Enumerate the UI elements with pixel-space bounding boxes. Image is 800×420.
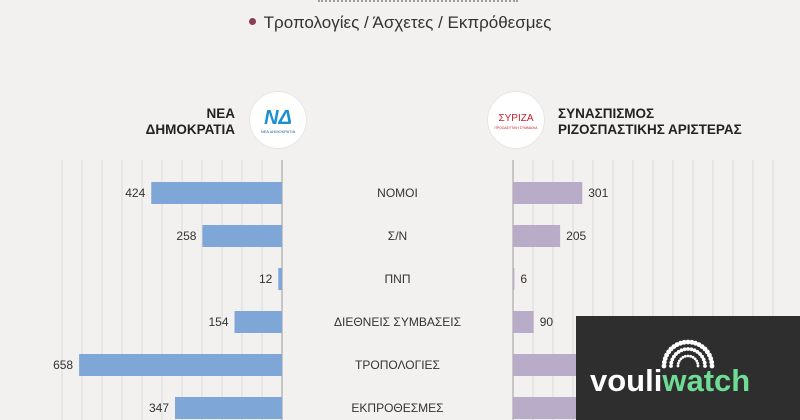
vouliwatch-watermark: vouliwatch — [576, 316, 800, 420]
bar-nd — [175, 397, 282, 419]
bar-label-nd: 12 — [259, 272, 273, 286]
sunburst-dot — [670, 357, 675, 362]
sunburst-dot — [679, 348, 684, 353]
sunburst-dot — [702, 360, 707, 365]
sunburst-dot — [696, 362, 700, 365]
party-right-name-line1: ΣΥΝΑΣΠΙΣΜΟΣ — [558, 106, 655, 121]
bar-label-nd: 347 — [149, 401, 169, 415]
sunburst-dot — [672, 354, 676, 359]
bar-label-nd: 658 — [53, 358, 73, 372]
sunburst-dot — [661, 359, 667, 365]
sunburst-dot — [684, 354, 687, 358]
bar-label-syriza: 301 — [588, 186, 608, 200]
sunburst-dot — [692, 348, 697, 353]
sunburst-dot — [698, 352, 702, 356]
wordmark-part1: vouli — [590, 363, 663, 398]
sunburst-dot — [693, 357, 697, 361]
bar-syriza — [513, 311, 534, 333]
sunburst-dot — [681, 339, 687, 345]
party-left-name: ΝΕΑ ΔΗΜΟΚΡΑΤΙΑ — [146, 106, 235, 138]
sunburst-dot — [703, 364, 707, 368]
sunburst-dot — [676, 362, 680, 365]
sunburst-dot — [686, 347, 690, 351]
nd-logo-subtext: ΝΕΑ ΔΗΜΟΚΡΑΤΙΑ — [261, 129, 296, 134]
sunburst-dot — [709, 363, 715, 369]
subtitle-text: Τροπολογίες / Άσχετες / Εκπρόθεσμες — [263, 13, 552, 32]
syriza-logo-icon: ΣΥΡΙΖΑ ΠΡΟΟΔΕΥΤΙΚΗ ΣΥΜΜΑΧΙΑ — [494, 113, 538, 130]
bar-syriza — [513, 268, 515, 290]
sunburst-dot — [681, 355, 685, 359]
sunburst-dot — [669, 360, 674, 365]
sunburst-dot — [689, 354, 692, 358]
sunburst-dot — [695, 350, 700, 354]
sunburst-dot — [689, 339, 695, 345]
category-label: Σ/Ν — [388, 229, 407, 243]
bar-label-syriza: 205 — [566, 229, 586, 243]
sunburst-dot — [685, 339, 691, 345]
sunburst-dot — [674, 352, 678, 356]
sunburst-dot — [676, 364, 680, 368]
party-right-name: ΣΥΝΑΣΠΙΣΜΟΣ ΡΙΖΟΣΠΑΣΤΙΚΗΣ ΑΡΙΣΤΕΡΑΣ — [558, 106, 742, 138]
category-label: ΠΝΠ — [385, 272, 411, 286]
sunburst-dot — [686, 354, 690, 358]
sunburst-dot — [676, 350, 681, 354]
vouliwatch-sunburst-icon — [661, 339, 715, 369]
sunburst-dot — [696, 364, 700, 368]
bar-syriza — [513, 225, 561, 247]
sunburst-rays — [661, 339, 715, 369]
top-dotted-rule — [318, 0, 518, 5]
party-left-name-line2: ΔΗΜΟΚΡΑΤΙΑ — [145, 122, 235, 137]
chart-subtitle: Τροπολογίες / Άσχετες / Εκπρόθεσμες — [0, 13, 800, 33]
syriza-logo-text: ΣΥΡΙΖΑ — [498, 113, 533, 124]
sunburst-dot — [682, 347, 687, 352]
bar-nd — [278, 268, 282, 290]
nd-logo: ΝΔ ΝΕΑ ΔΗΜΟΚΡΑΤΙΑ — [250, 92, 306, 148]
sunburst-dot — [708, 356, 714, 361]
sunburst-dot — [701, 357, 706, 362]
syriza-logo: ΣΥΡΙΖΑ ΠΡΟΟΔΕΥΤΙΚΗ ΣΥΜΜΑΧΙΑ — [488, 92, 544, 148]
bar-label-syriza: 90 — [540, 315, 554, 329]
category-label: ΔΙΕΘΝΕΙΣ ΣΥΜΒΑΣΕΙΣ — [334, 315, 461, 329]
sunburst-dot — [691, 355, 695, 359]
bar-label-nd: 258 — [176, 229, 196, 243]
category-label: ΝΟΜΟΙ — [377, 186, 418, 200]
bar-nd — [79, 354, 282, 376]
bar-nd — [151, 182, 282, 204]
sunburst-dot — [661, 363, 667, 369]
vouliwatch-wordmark: vouliwatch — [590, 363, 750, 399]
bar-label-nd: 154 — [208, 315, 228, 329]
sunburst-dot — [669, 364, 673, 368]
sunburst-dot — [700, 354, 704, 359]
bar-syriza — [513, 182, 583, 204]
subtitle-bullet — [248, 18, 256, 26]
sunburst-dot — [689, 347, 694, 352]
sunburst-dot — [695, 359, 699, 363]
party-left-name-line1: ΝΕΑ — [206, 106, 235, 121]
sunburst-dot — [678, 340, 683, 346]
bar-label-nd: 424 — [125, 186, 145, 200]
nd-logo-icon: ΝΔ ΝΕΑ ΔΗΜΟΚΡΑΤΙΑ — [261, 107, 296, 134]
sunburst-dot — [679, 357, 683, 361]
syriza-logo-subtext: ΠΡΟΟΔΕΥΤΙΚΗ ΣΥΜΜΑΧΙΑ — [494, 126, 538, 130]
bar-label-syriza: 6 — [520, 272, 527, 286]
wordmark-part2: watch — [662, 363, 751, 398]
bar-nd — [234, 311, 282, 333]
category-label: ΕΚΠΡΟΘΕΣΜΕΣ — [351, 401, 443, 415]
bar-nd — [202, 225, 282, 247]
sunburst-dot — [709, 359, 715, 365]
nd-logo-text: ΝΔ — [264, 107, 292, 129]
sunburst-dot — [677, 359, 681, 363]
category-label: ΤΡΟΠΟΛΟΓΙΕΣ — [355, 358, 440, 372]
party-right-name-line2: ΡΙΖΟΣΠΑΣΤΙΚΗΣ ΑΡΙΣΤΕΡΑΣ — [558, 122, 742, 137]
